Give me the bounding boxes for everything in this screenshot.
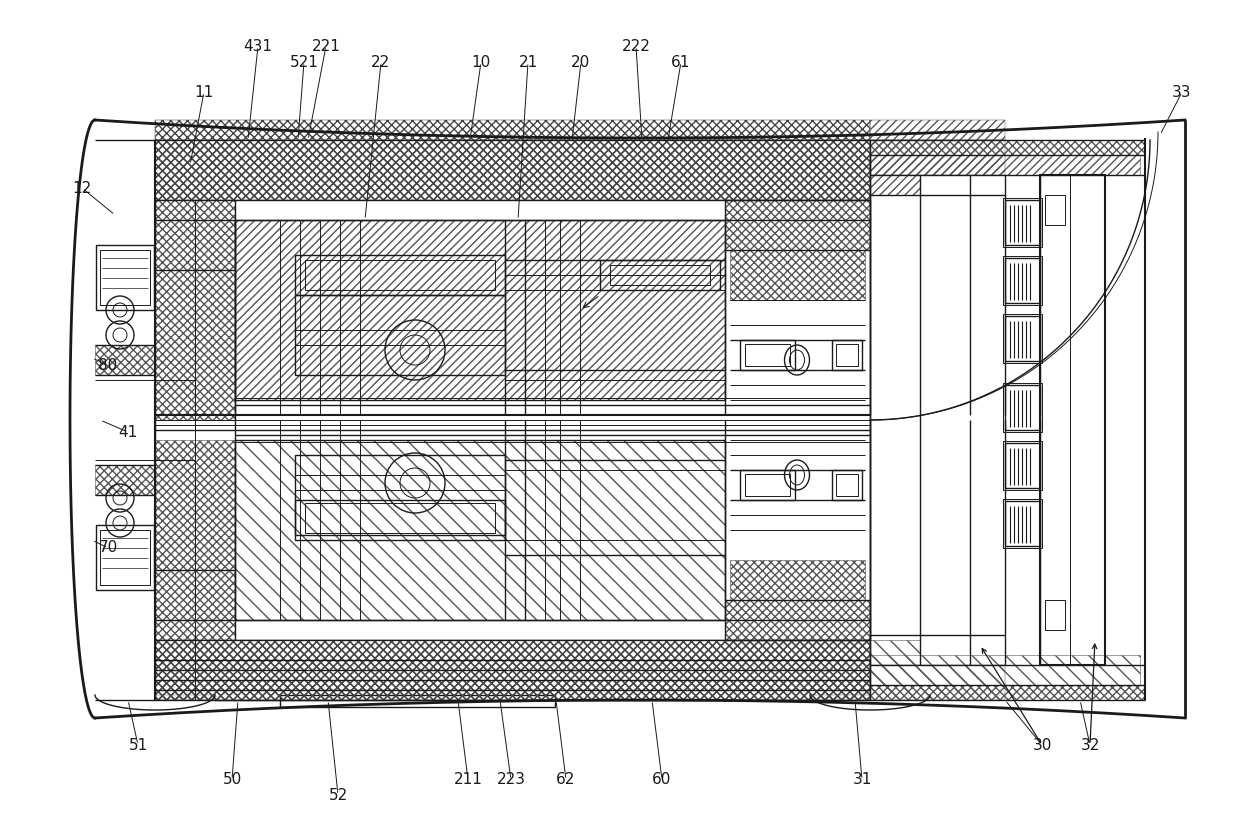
Text: 223: 223 (496, 772, 526, 787)
Bar (155, 440, 236, 640)
Bar (836, 474, 858, 496)
Bar (1045, 600, 1065, 630)
Bar (95, 525, 154, 590)
Text: 80: 80 (98, 357, 118, 372)
Text: 22: 22 (371, 54, 391, 69)
Bar (155, 640, 870, 700)
Bar (725, 200, 870, 250)
Bar (730, 560, 866, 600)
Bar (1003, 383, 1042, 432)
Text: 31: 31 (852, 772, 872, 787)
Bar (870, 140, 1004, 175)
Bar (610, 265, 711, 285)
Bar (295, 455, 505, 535)
Bar (1004, 501, 1040, 546)
Bar (600, 260, 720, 290)
Bar (832, 340, 862, 370)
Bar (100, 250, 150, 305)
Bar (740, 470, 795, 500)
Bar (155, 640, 870, 700)
Bar (100, 530, 150, 585)
Text: 11: 11 (195, 84, 213, 99)
Text: 70: 70 (98, 541, 118, 556)
Bar (870, 140, 1145, 155)
Bar (836, 344, 858, 366)
Bar (870, 640, 920, 665)
Bar (236, 440, 725, 620)
Bar (1004, 258, 1040, 303)
Bar (870, 685, 1145, 700)
Bar (725, 600, 870, 640)
Text: 521: 521 (290, 54, 319, 69)
Text: 10: 10 (471, 54, 491, 69)
Bar (95, 465, 155, 495)
Bar (870, 175, 920, 195)
Text: 221: 221 (311, 38, 341, 53)
Text: 222: 222 (621, 38, 651, 53)
Text: 32: 32 (1080, 737, 1100, 752)
Bar (730, 250, 866, 300)
Bar (1004, 385, 1040, 430)
Bar (295, 255, 505, 295)
Bar (155, 120, 870, 140)
Text: 52: 52 (329, 787, 347, 802)
Bar (1003, 441, 1042, 490)
Text: 21: 21 (518, 54, 538, 69)
Bar (155, 140, 870, 200)
Text: 431: 431 (243, 38, 273, 53)
Bar (745, 474, 790, 496)
Bar (95, 345, 155, 375)
Bar (280, 695, 556, 707)
Bar (1045, 195, 1065, 225)
Bar (1004, 316, 1040, 361)
Bar (1040, 175, 1105, 665)
Bar (1003, 256, 1042, 305)
Text: 12: 12 (72, 181, 92, 196)
Bar (1004, 200, 1040, 245)
Bar (870, 655, 1140, 685)
Text: 62: 62 (557, 772, 575, 787)
Bar (1003, 198, 1042, 247)
Bar (870, 155, 1140, 175)
Bar (236, 440, 725, 620)
Text: 60: 60 (652, 772, 672, 787)
Bar (305, 503, 495, 533)
Bar (740, 340, 795, 370)
Bar (295, 500, 505, 540)
Text: 51: 51 (129, 737, 148, 752)
Bar (810, 695, 870, 700)
Bar (1003, 314, 1042, 363)
Bar (832, 470, 862, 500)
Text: 33: 33 (1172, 84, 1192, 99)
Bar (155, 695, 215, 700)
Bar (295, 295, 505, 375)
Text: 61: 61 (671, 54, 691, 69)
Text: 20: 20 (572, 54, 590, 69)
Bar (155, 200, 236, 420)
Text: 50: 50 (222, 772, 242, 787)
Bar (870, 665, 1004, 700)
Bar (155, 140, 870, 200)
Bar (870, 120, 1004, 140)
Text: 30: 30 (1033, 737, 1052, 752)
Bar (236, 220, 725, 400)
Bar (1003, 499, 1042, 548)
Bar (305, 260, 495, 290)
Text: 41: 41 (118, 425, 138, 440)
Text: 211: 211 (454, 772, 482, 787)
Bar (95, 245, 154, 310)
Bar (1004, 443, 1040, 488)
Bar (745, 344, 790, 366)
Bar (236, 220, 725, 400)
